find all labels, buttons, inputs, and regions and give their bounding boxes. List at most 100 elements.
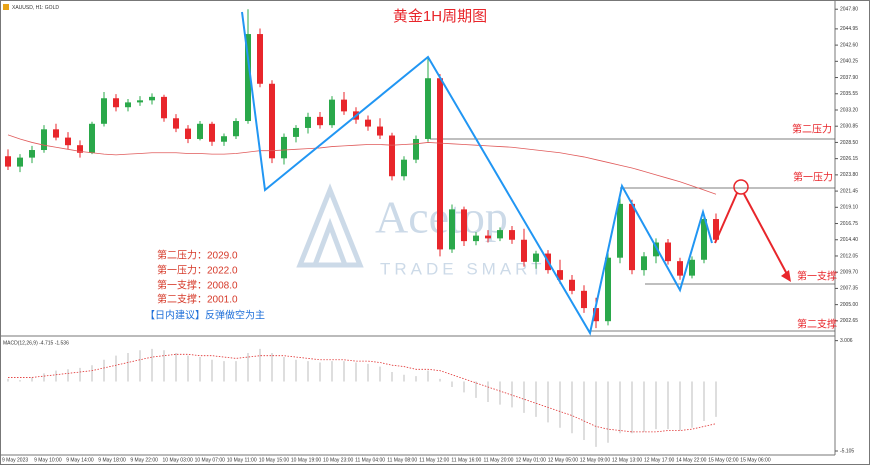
candle-body: [509, 230, 515, 240]
candle-body: [77, 145, 83, 153]
candle-body: [137, 100, 143, 103]
candle-body: [713, 219, 719, 240]
forecast-arrow: [714, 192, 738, 244]
x-tick-label: 9 May 10:00: [34, 457, 62, 463]
y-tick-label: 2040.25: [840, 59, 858, 65]
x-tick-label: 14 May 22:00: [676, 457, 707, 463]
y-tick-label: 3.006: [840, 338, 853, 344]
x-tick-label: 11 May 12:00: [419, 457, 449, 463]
candle-body: [197, 123, 203, 139]
x-tick-label: 11 May 20:00: [484, 457, 514, 463]
candle-body: [653, 242, 659, 257]
candle-body: [113, 98, 119, 108]
target-circle: [733, 179, 749, 195]
candle-body: [5, 156, 11, 167]
y-tick-label: 2044.95: [840, 26, 858, 32]
symbol-label: XAUUSD, H1: GOLD: [12, 5, 59, 11]
y-tick-label: 2007.35: [840, 286, 858, 292]
note: 第二压力：2029.0: [157, 249, 238, 262]
candle-body: [365, 119, 371, 127]
note: 第一压力：2022.0: [157, 264, 238, 277]
x-tick-label: 10 May 19:00: [291, 457, 322, 463]
y-tick-label: 2005.00: [840, 302, 858, 308]
x-tick-label: 10 May 11:00: [227, 457, 257, 463]
candle-body: [689, 259, 695, 276]
y-tick-label: 2030.85: [840, 124, 858, 130]
candle-body: [29, 150, 35, 158]
candle-body: [617, 203, 623, 258]
x-tick-label: 15 May 06:00: [740, 457, 771, 463]
x-tick-label: 10 May 15:00: [259, 457, 290, 463]
candle-body: [125, 102, 131, 108]
candle-body: [605, 257, 611, 322]
candle-body: [521, 239, 527, 262]
y-tick-label: 2012.05: [840, 253, 858, 259]
x-tick-label: 10 May 07:00: [195, 457, 226, 463]
candle-body: [437, 78, 443, 250]
candle-body: [41, 129, 47, 151]
candle-body: [569, 279, 575, 291]
candle-body: [425, 78, 431, 139]
candle-body: [533, 253, 539, 262]
y-tick-label: 2042.60: [840, 42, 858, 48]
candle-body: [473, 235, 479, 242]
candle-body: [449, 209, 455, 250]
y-tick-label: 2033.20: [840, 107, 858, 113]
candle-body: [665, 242, 671, 262]
y-tick-label: 2019.10: [840, 205, 858, 211]
y-tick-label: 2037.90: [840, 75, 858, 81]
level-label: 第一压力: [793, 171, 833, 184]
level-label: 第二压力: [792, 123, 832, 136]
macd-label: MACD(12,26,9) -4.715 -1.536: [3, 340, 69, 346]
watermark-tagline: TRADE SMART: [380, 259, 546, 278]
candle-body: [629, 203, 635, 271]
y-tick-label: -5.105: [840, 448, 854, 454]
x-tick-label: 9 May 2023: [2, 457, 28, 463]
x-tick-label: 15 May 02:00: [708, 457, 739, 463]
y-tick-label: 2016.75: [840, 221, 858, 227]
watermark-logo: [296, 183, 364, 268]
candle-body: [341, 99, 347, 112]
y-tick-label: 2026.15: [840, 156, 858, 162]
candle-body: [413, 138, 419, 160]
candle-body: [701, 219, 707, 260]
candle-body: [65, 137, 71, 146]
candle-body: [677, 261, 683, 276]
x-tick-label: 9 May 18:00: [98, 457, 126, 463]
x-tick-label: 12 May 01:00: [516, 457, 547, 463]
x-tick-label: 10 May 23:00: [323, 457, 354, 463]
x-tick-label: 12 May 09:00: [580, 457, 611, 463]
candle-body: [317, 116, 323, 126]
candle-body: [257, 34, 263, 84]
candle-body: [209, 123, 215, 142]
candle-body: [17, 157, 23, 167]
level-label: 第二支撑: [797, 318, 837, 331]
y-tick-label: 2028.50: [840, 140, 858, 146]
moving-average: [7, 134, 717, 195]
candle-body: [461, 209, 467, 242]
x-tick-label: 12 May 05:00: [548, 457, 579, 463]
forecast-arrow: [743, 193, 789, 277]
signal-line: [8, 353, 717, 433]
x-tick-label: 12 May 17:00: [644, 457, 675, 463]
y-tick-label: 2047.80: [840, 7, 858, 13]
candle-body: [329, 99, 335, 126]
candle-body: [221, 136, 227, 142]
candle-body: [581, 290, 587, 309]
x-tick-label: 9 May 14:00: [66, 457, 94, 463]
chart-title: 黄金1H周期图: [393, 8, 487, 25]
plot: 2047.80 2044.95 2042.60 2040.25 2037.90 2035.…: [2, 7, 858, 464]
arrow-head: [781, 270, 791, 282]
candle-body: [281, 136, 287, 159]
candle-body: [245, 34, 251, 122]
candle-body: [305, 116, 311, 128]
candle-body: [293, 127, 299, 137]
x-tick-label: 11 May 16:00: [451, 457, 481, 463]
x-tick-label: 12 May 13:00: [612, 457, 643, 463]
candle-body: [557, 270, 563, 280]
candle-body: [377, 126, 383, 136]
x-tick-label: 10 May 03:00: [163, 457, 194, 463]
level-label: 第一支撑: [797, 270, 837, 283]
